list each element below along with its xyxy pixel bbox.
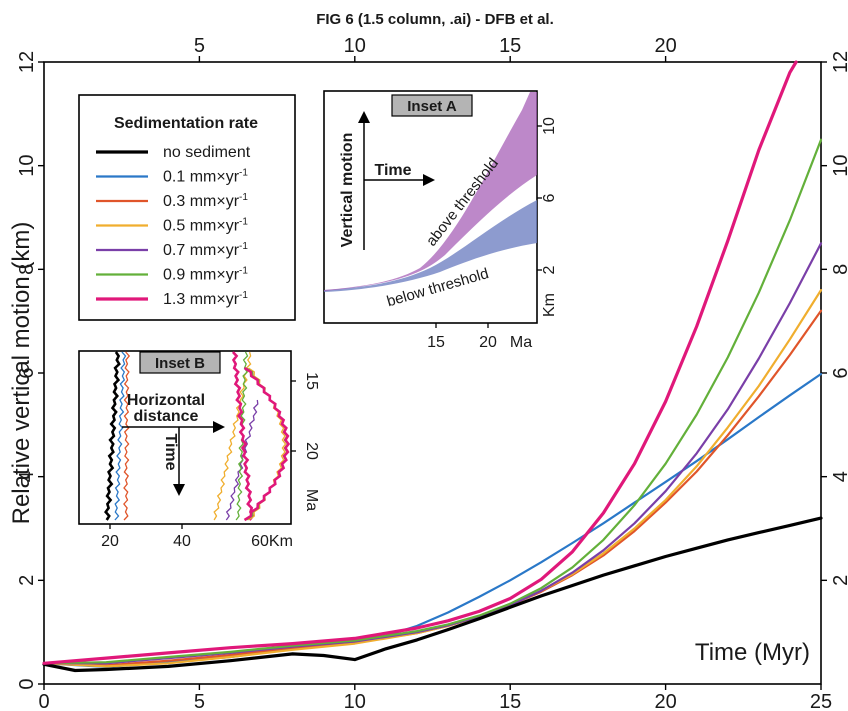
inset-b-trace xyxy=(243,366,291,522)
y-tick-label: 8 xyxy=(16,264,38,275)
top-tick-label: 20 xyxy=(654,35,676,57)
x-axis-top: 5 10 15 20 xyxy=(194,35,677,62)
inset-b-x-tick-label: 60Km xyxy=(251,533,293,550)
x-axis-label: Time (Myr) xyxy=(695,639,810,666)
top-tick-label: 15 xyxy=(499,35,521,57)
inset-b-axes: 20 40 60Km 15 20 Ma xyxy=(101,372,320,550)
inset-a-y-tick-label: 10 xyxy=(541,117,558,135)
figure-title: FIG 6 (1.5 column, .ai) - DFB et al. xyxy=(316,11,554,28)
y-tick-label: 10 xyxy=(16,155,38,177)
inset-b-y-tick-label: 15 xyxy=(303,372,320,390)
y-tick-label: 0 xyxy=(16,678,38,689)
inset-a-x-tick-label: 20 xyxy=(479,334,497,351)
y-tick-label: 2 xyxy=(16,575,38,586)
right-tick-label: 10 xyxy=(830,155,848,177)
inset-a: Inset A Vertical motion Time above thres… xyxy=(323,90,558,351)
series-line-no-sediment xyxy=(42,516,823,673)
x-axis-bottom: 0 5 10 15 20 25 xyxy=(38,684,832,711)
inset-b-title-box xyxy=(139,351,221,374)
legend-label: no sediment xyxy=(163,144,251,161)
inset-b-y-tick-label: 20 xyxy=(303,442,320,460)
inset-a-axes: 15 20 Ma 10 6 2 Km xyxy=(427,117,558,351)
inset-b-trace xyxy=(213,351,252,521)
right-tick-label: 4 xyxy=(830,471,848,482)
series-layer xyxy=(42,60,823,673)
inset-a-title-box xyxy=(391,94,473,117)
legend-title: Sedimentation rate xyxy=(114,115,258,132)
y-tick-label: 4 xyxy=(16,471,38,482)
y-tick-label: 6 xyxy=(16,367,38,378)
inset-b-ylabel: Time xyxy=(162,433,179,470)
inset-b-xlabel-line2: distance xyxy=(134,408,199,425)
inset-b-xlabel-line1: Horizontal xyxy=(127,392,205,409)
x-tick-label: 20 xyxy=(654,691,676,711)
inset-b-trace xyxy=(104,351,121,521)
x-tick-label: 10 xyxy=(344,691,366,711)
right-tick-label: 8 xyxy=(830,264,848,275)
x-tick-label: 25 xyxy=(810,691,832,711)
y-axis-left: 0 2 4 6 8 10 12 xyxy=(16,51,44,690)
inset-a-y-tick-label: 2 xyxy=(541,265,558,274)
inset-a-title: Inset A xyxy=(407,98,457,115)
y-axis-label: Relative vertical motion (km) xyxy=(8,222,35,525)
legend-box xyxy=(78,94,296,321)
inset-b-trace xyxy=(123,351,131,521)
series-line-1.3-mm-yr xyxy=(42,60,798,665)
inset-a-frame xyxy=(323,90,538,324)
inset-b-traces xyxy=(104,351,291,522)
inset-b-trace xyxy=(114,351,127,521)
y-axis-right: 2 4 6 8 10 12 xyxy=(821,51,848,586)
legend-label: 0.9 mm×yr-1 xyxy=(163,266,248,284)
legend-label: 0.1 mm×yr-1 xyxy=(163,168,248,186)
top-tick-label: 10 xyxy=(344,35,366,57)
x-tick-label: 15 xyxy=(499,691,521,711)
series-line-0.9-mm-yr xyxy=(42,138,823,665)
inset-a-above-threshold-band xyxy=(324,92,537,291)
x-tick-label: 5 xyxy=(194,691,205,711)
y-tick-label: 12 xyxy=(16,51,38,73)
legend: Sedimentation rate no sediment 0.1 mm×yr-… xyxy=(78,94,296,321)
legend-label: 0.3 mm×yr-1 xyxy=(163,192,248,210)
inset-b-trace xyxy=(231,351,255,521)
legend-label: 0.5 mm×yr-1 xyxy=(163,217,248,235)
legend-label: 1.3 mm×yr-1 xyxy=(163,290,248,308)
inset-a-below-threshold-band xyxy=(324,200,537,292)
right-tick-label: 12 xyxy=(830,51,848,73)
inset-a-x-tick-label: Ma xyxy=(510,334,532,351)
inset-b: Inset B Horizontal distance Time 20 40 60K… xyxy=(78,350,320,550)
inset-b-title: Inset B xyxy=(155,355,205,372)
legend-label: 0.7 mm×yr-1 xyxy=(163,241,248,259)
inset-a-y-tick-label: Km xyxy=(541,293,558,317)
inset-b-x-tick-label: 40 xyxy=(173,533,191,550)
top-tick-label: 5 xyxy=(194,35,205,57)
inset-a-x-tick-label: 15 xyxy=(427,334,445,351)
inset-b-y-tick-label: Ma xyxy=(303,489,320,511)
legend-items: no sediment 0.1 mm×yr-1 0.3 mm×yr-1 0.5 mm×… xyxy=(96,144,251,308)
inset-a-xlabel: Time xyxy=(374,162,411,179)
inset-b-x-tick-label: 20 xyxy=(101,533,119,550)
right-tick-label: 6 xyxy=(830,367,848,378)
right-tick-label: 2 xyxy=(830,575,848,586)
inset-a-y-tick-label: 6 xyxy=(541,193,558,202)
x-tick-label: 0 xyxy=(38,691,49,711)
inset-a-ylabel: Vertical motion xyxy=(339,133,356,248)
